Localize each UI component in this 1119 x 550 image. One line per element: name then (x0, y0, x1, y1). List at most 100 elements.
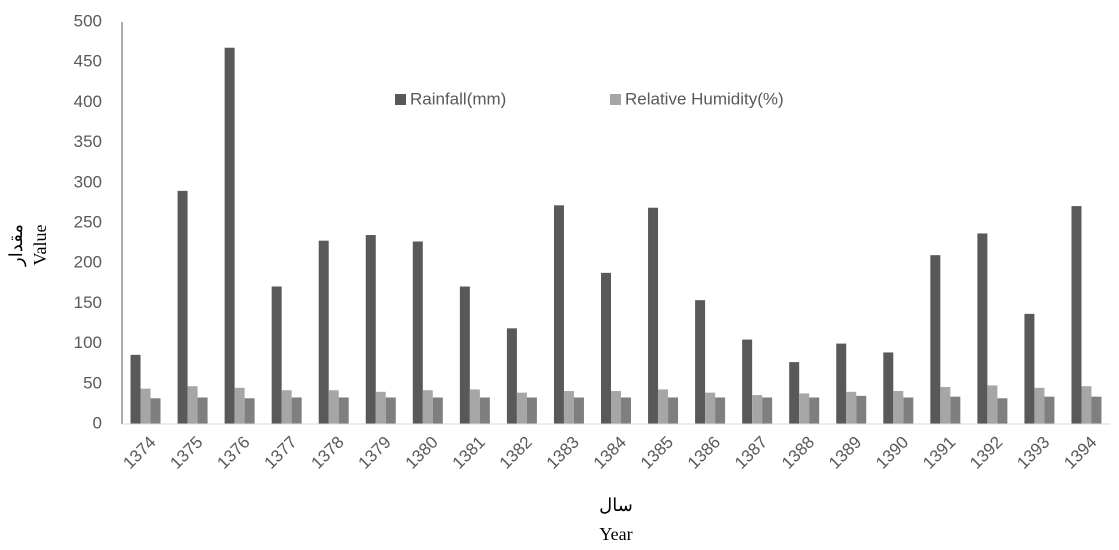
x-tick-label: 1384 (590, 433, 630, 473)
bar (1081, 386, 1092, 424)
bar (197, 397, 208, 424)
bar (338, 397, 349, 424)
bar (752, 395, 763, 424)
bar (412, 241, 423, 424)
x-tick-label: 1390 (872, 433, 912, 473)
bar (506, 328, 517, 424)
bar (224, 47, 235, 425)
bar (271, 286, 282, 424)
bar (789, 362, 800, 424)
x-tick-label: 1394 (1060, 433, 1100, 473)
bar (762, 397, 773, 424)
bar (846, 391, 857, 424)
bar (318, 240, 329, 424)
bar (893, 391, 904, 424)
bar (281, 390, 292, 424)
bar (1024, 313, 1035, 424)
bar (422, 390, 433, 424)
bar (1071, 206, 1082, 424)
y-tick-label: 100 (74, 333, 102, 352)
x-tick-label: 1381 (449, 433, 489, 473)
y-tick-label: 450 (74, 52, 102, 71)
y-axis-label: Value (30, 224, 50, 265)
x-tick-label: 1382 (496, 433, 536, 473)
bar (705, 392, 716, 424)
x-axis-label: سال (599, 495, 633, 515)
bar (469, 389, 480, 424)
bar (375, 391, 386, 424)
x-tick-label: 1376 (213, 433, 253, 473)
x-tick-label: 1374 (119, 433, 159, 473)
x-tick-label: 1380 (402, 433, 442, 473)
bar (526, 397, 537, 424)
legend-swatch (395, 94, 406, 105)
y-tick-label: 250 (74, 212, 102, 231)
bar (573, 397, 584, 424)
x-tick-label: 1387 (731, 433, 771, 473)
bar (1091, 396, 1102, 424)
legend-swatch (610, 94, 621, 105)
y-tick-label: 400 (74, 92, 102, 111)
x-tick-label: 1379 (355, 433, 395, 473)
bar (1034, 387, 1045, 424)
x-tick-label: 1386 (684, 433, 724, 473)
bar (809, 397, 820, 424)
bar (244, 398, 255, 424)
y-tick-label: 350 (74, 132, 102, 151)
bar (987, 385, 998, 424)
bar (940, 387, 951, 424)
y-tick-label: 50 (83, 373, 102, 392)
bar (516, 392, 527, 424)
bar (930, 255, 941, 424)
y-axis-label: مقدار (6, 224, 27, 267)
bar (799, 393, 810, 424)
bar (950, 396, 961, 424)
x-tick-label: 1375 (166, 433, 206, 473)
y-tick-label: 150 (74, 293, 102, 312)
y-tick-label: 0 (93, 413, 102, 432)
bar (328, 390, 339, 424)
bar (883, 352, 894, 424)
x-tick-label: 1377 (260, 433, 300, 473)
bar (836, 343, 847, 424)
bar (903, 397, 914, 424)
x-tick-label: 1385 (637, 433, 677, 473)
bar (432, 397, 443, 424)
bar (385, 397, 396, 424)
bar (187, 386, 198, 424)
bar (715, 397, 726, 424)
bar (365, 235, 376, 424)
bar (997, 398, 1008, 424)
legend-label: Rainfall(mm) (410, 89, 506, 108)
x-tick-label: 1383 (543, 433, 583, 473)
x-tick-label: 1378 (308, 433, 348, 473)
bar (479, 397, 490, 424)
x-tick-label: 1392 (966, 433, 1006, 473)
legend-label: Relative Humidity(%) (625, 89, 784, 108)
x-tick-label: 1389 (825, 433, 865, 473)
bar (1044, 396, 1055, 424)
bar (658, 389, 669, 424)
bar (668, 397, 679, 424)
bar (563, 391, 574, 424)
bar (459, 286, 470, 424)
bar (856, 395, 867, 424)
bar (648, 207, 659, 424)
bar (601, 272, 611, 424)
x-tick-label: 1391 (919, 433, 959, 473)
bar (742, 339, 753, 424)
bar (611, 391, 621, 424)
bar (621, 397, 631, 424)
bar (177, 190, 188, 424)
bar (140, 388, 151, 424)
bar (150, 398, 161, 424)
bar (695, 300, 706, 424)
bar (553, 205, 564, 424)
bar (977, 233, 988, 424)
x-tick-label: 1393 (1013, 433, 1053, 473)
y-tick-label: 200 (74, 253, 102, 272)
x-tick-label: 1388 (778, 433, 818, 473)
bar (130, 354, 141, 424)
y-tick-label: 300 (74, 172, 102, 191)
